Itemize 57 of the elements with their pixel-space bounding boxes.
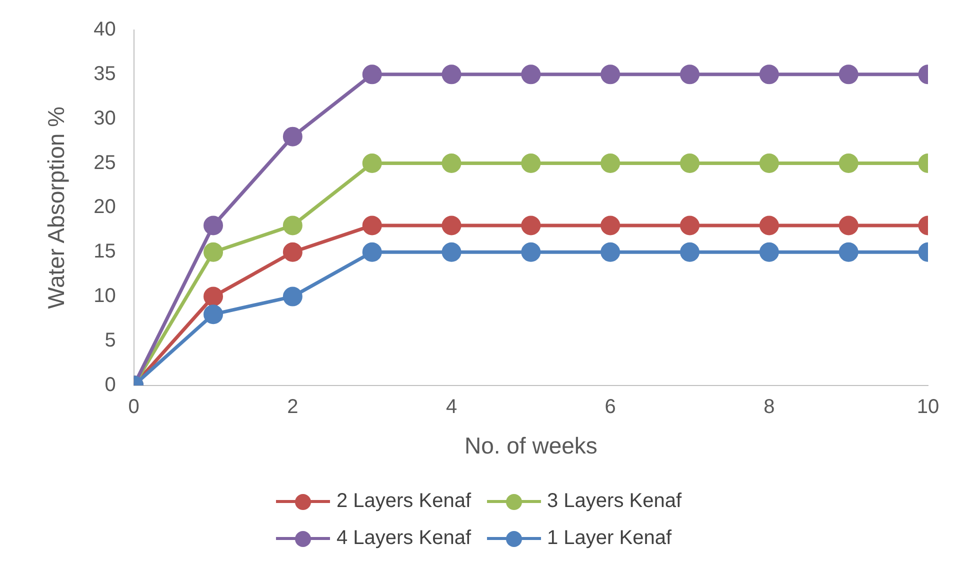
y-tick-label: 5 <box>104 329 116 352</box>
point <box>282 216 302 236</box>
point <box>521 242 541 262</box>
x-tick-label: 10 <box>916 396 940 418</box>
point <box>204 286 224 306</box>
point <box>362 154 382 174</box>
point <box>362 216 382 236</box>
point <box>759 216 779 236</box>
y-tick-label: 35 <box>94 62 116 85</box>
y-axis-title: Water Absorption % <box>43 106 70 309</box>
point <box>362 242 382 262</box>
point <box>521 216 541 236</box>
point <box>362 64 382 84</box>
y-tick-label: 25 <box>94 152 116 174</box>
point <box>521 64 541 84</box>
point <box>442 154 462 174</box>
legend-label: 4 Layers Kenaf <box>336 527 471 550</box>
x-tick-label: 2 <box>287 396 298 418</box>
point <box>838 216 858 236</box>
y-tick-label: 30 <box>94 107 116 130</box>
point <box>442 242 462 262</box>
point <box>759 154 779 174</box>
x-axis-title: No. of weeks <box>464 432 598 459</box>
point <box>282 126 302 146</box>
point <box>680 154 700 174</box>
point <box>759 242 779 262</box>
point <box>600 216 620 236</box>
point <box>204 304 224 324</box>
point <box>680 242 700 262</box>
point <box>838 64 858 84</box>
point <box>680 64 700 84</box>
point <box>759 64 779 84</box>
legend-label: 3 Layers Kenaf <box>547 490 682 513</box>
point <box>838 154 858 174</box>
point <box>204 216 224 236</box>
legend-label: 2 Layers Kenaf <box>336 490 471 513</box>
point <box>521 154 541 174</box>
point <box>680 216 700 236</box>
x-tick-label: 0 <box>128 396 140 418</box>
x-tick-label: 8 <box>764 396 775 418</box>
y-tick-label: 10 <box>94 285 116 308</box>
y-tick-label: 40 <box>94 18 116 41</box>
point <box>204 242 224 262</box>
legend-label: 1 Layer Kenaf <box>547 527 672 550</box>
y-tick-label: 15 <box>94 240 116 263</box>
y-tick-label: 20 <box>94 196 116 218</box>
point <box>600 154 620 174</box>
point <box>838 242 858 262</box>
point <box>282 286 302 306</box>
point <box>600 242 620 262</box>
x-tick-label: 4 <box>446 396 458 418</box>
point <box>282 242 302 262</box>
point <box>442 216 462 236</box>
y-tick-label: 0 <box>104 374 116 396</box>
x-tick-label: 6 <box>604 396 616 418</box>
point <box>442 64 462 84</box>
point <box>600 64 620 84</box>
